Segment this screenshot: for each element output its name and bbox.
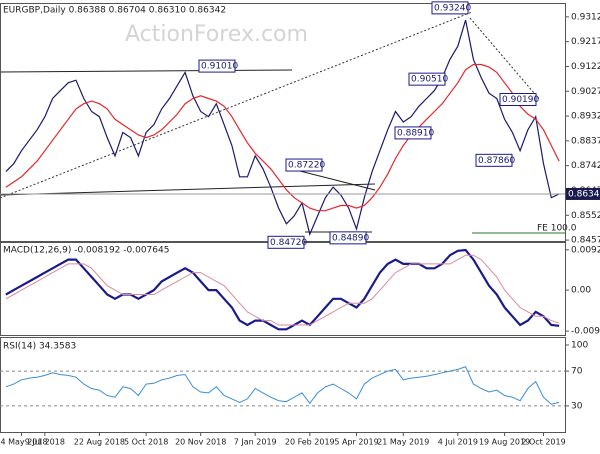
y-tick-label: 0.93125 <box>571 12 600 22</box>
x-tick-label: 20 Nov 2018 <box>175 438 226 447</box>
y-tick-label: 0.89325 <box>571 112 600 122</box>
trendline <box>287 167 376 191</box>
trendline <box>0 69 293 73</box>
x-tick-label: 5 Oct 2018 <box>124 438 168 447</box>
series-line <box>5 248 560 331</box>
level-box <box>475 153 513 167</box>
x-tick-label: 19 Aug 2019 <box>479 438 530 447</box>
trendline <box>469 17 541 101</box>
x-tick-label: 24 May 2018 <box>0 438 48 447</box>
watermark: ActionForex.com <box>125 22 308 47</box>
rsi-frame <box>0 337 566 433</box>
level-label: 0.90190 <box>502 95 539 105</box>
level-label: 0.88910 <box>397 128 434 138</box>
y-tick-label: 70 <box>571 367 583 377</box>
level-label: 0.87220 <box>288 161 325 171</box>
level-box <box>198 59 236 73</box>
price-title: EURGBP,Daily 0.86388 0.86704 0.86310 0.8… <box>3 6 226 16</box>
y-tick-label: 0.88375 <box>571 136 600 146</box>
y-tick-label: 0.009237 <box>571 245 600 255</box>
level-label: 0.87860 <box>478 156 515 166</box>
last-price-box <box>566 187 600 200</box>
x-tick-label: 7 Jan 2019 <box>234 438 277 447</box>
level-box <box>499 93 537 106</box>
x-tick-label: 21 May 2019 <box>377 438 429 447</box>
trendline <box>0 11 473 199</box>
level-label: 0.90510 <box>411 75 448 85</box>
last-price-label: 0.86342 <box>568 189 600 199</box>
level-label: 0.84720 <box>270 238 307 248</box>
x-tick-label: 22 Aug 2018 <box>74 438 125 447</box>
fe-label: FE 100.0 <box>537 224 577 234</box>
y-tick-label: 0.00 <box>571 286 591 296</box>
x-tick-label: 4 Jul 2019 <box>438 438 478 447</box>
level-box <box>394 126 432 140</box>
level-box <box>267 235 305 249</box>
level-box <box>408 72 446 86</box>
series-line <box>5 63 560 212</box>
y-tick-label: 0.85525 <box>571 211 600 221</box>
y-tick-label: 0.92175 <box>571 37 600 47</box>
x-tick-label: 9 Jul 2018 <box>25 438 65 447</box>
y-tick-label: 30 <box>571 401 583 411</box>
x-tick-label: 20 Feb 2019 <box>285 438 335 447</box>
macd-title: MACD(12,26,9) -0.008192 -0.007645 <box>3 246 169 256</box>
y-tick-label: 100 <box>571 341 588 351</box>
rsi-title: RSI(14) 34.3583 <box>3 342 76 352</box>
y-tick-label: 0.87425 <box>571 161 600 171</box>
level-label: 0.84890 <box>332 233 369 243</box>
level-box <box>329 231 367 245</box>
trendline <box>0 183 376 196</box>
series-line <box>5 19 560 237</box>
level-box <box>285 158 323 172</box>
x-tick-label: 5 Apr 2019 <box>334 438 378 447</box>
y-tick-label: 0.84575 <box>571 236 600 246</box>
series-line <box>5 254 560 326</box>
y-tick-label: -0.009413 <box>571 327 600 337</box>
y-tick-label: 0.90275 <box>571 87 600 97</box>
level-label: 0.91010 <box>201 62 238 72</box>
x-tick-label: 2 Oct 2019 <box>521 438 565 447</box>
level-box <box>431 1 469 15</box>
level-label: 0.93240 <box>434 3 471 13</box>
y-tick-label: 0.91225 <box>571 62 600 72</box>
series-line <box>5 366 560 405</box>
